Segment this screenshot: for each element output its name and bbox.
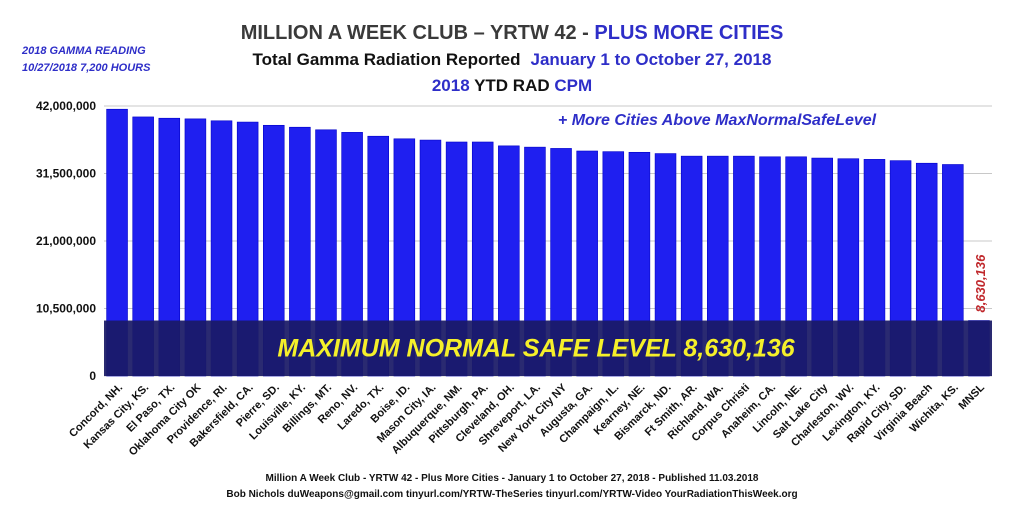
units-cpm: CPM bbox=[554, 76, 593, 95]
safe-level-band bbox=[104, 320, 992, 376]
chart-title-main: MILLION A WEEK CLUB – YRTW 42 - bbox=[240, 22, 589, 44]
gamma-reading-line2: 10/27/2018 7,200 HOURS bbox=[22, 62, 151, 74]
gamma-reading-note: 2018 GAMMA READING 10/27/2018 7,200 HOUR… bbox=[22, 43, 150, 77]
safe-level-band-text: MAXIMUM NORMAL SAFE LEVEL 8,630,136 bbox=[277, 335, 795, 363]
units-main: YTD RAD bbox=[474, 76, 550, 95]
mnsl-value-label: 8,630,136 bbox=[973, 254, 988, 313]
chart-subtitle: Total Gamma Radiation Reported January 1 … bbox=[0, 50, 1024, 70]
chart-units-line: 2018 YTD RAD CPM bbox=[0, 76, 1024, 96]
chart-subtitle-dates: January 1 to October 27, 2018 bbox=[530, 50, 772, 69]
x-category-label: MNSL bbox=[957, 381, 988, 412]
chart-title-highlight: PLUS MORE CITIES bbox=[594, 22, 784, 44]
more-cities-annotation: + More Cities Above MaxNormalSafeLevel bbox=[558, 112, 877, 129]
y-tick-label: 0 bbox=[89, 369, 96, 383]
footer-line2: Bob Nichols duWeapons@gmail.com tinyurl.… bbox=[226, 489, 798, 500]
y-tick-label: 31,500,000 bbox=[36, 167, 96, 181]
chart-subtitle-main: Total Gamma Radiation Reported bbox=[252, 50, 521, 69]
chart-title: MILLION A WEEK CLUB – YRTW 42 - PLUS MOR… bbox=[0, 22, 1024, 45]
y-tick-label: 42,000,000 bbox=[36, 99, 96, 113]
units-year: 2018 bbox=[431, 76, 470, 95]
footer-line1: Million A Week Club - YRTW 42 - Plus Mor… bbox=[265, 473, 759, 484]
gamma-reading-line1: 2018 GAMMA READING bbox=[22, 45, 146, 57]
y-tick-label: 10,500,000 bbox=[36, 302, 96, 316]
y-tick-label: 21,000,000 bbox=[36, 234, 96, 248]
